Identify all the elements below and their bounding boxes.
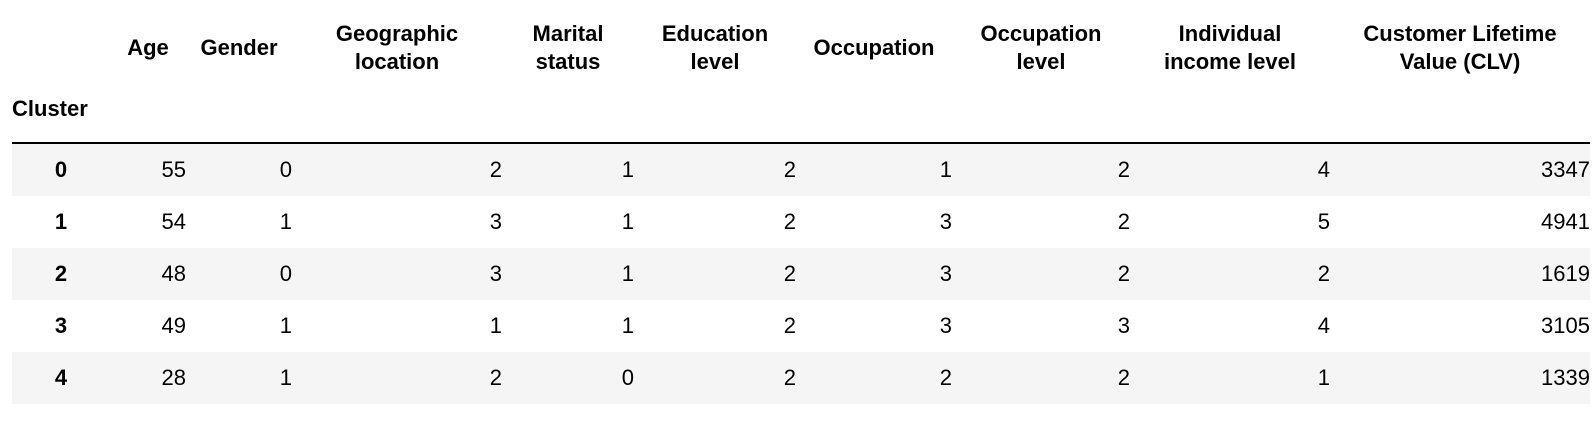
column-header-education-level: Education level: [634, 0, 796, 96]
cell-age: 55: [161, 157, 186, 182]
cluster-summary-table: Age Gender Geographic location Marital s…: [12, 0, 1590, 404]
column-header-geographic-location: Geographic location: [292, 0, 502, 96]
row-index: 1: [54, 209, 68, 234]
cell-geographic-location: 3: [489, 261, 502, 286]
cell-geographic-location: 2: [489, 365, 502, 390]
cell-marital-status: 1: [621, 209, 634, 234]
column-header-occupation: Occupation: [813, 35, 935, 60]
index-row-spacer: [1130, 96, 1330, 144]
cell-occupation-level: 2: [1117, 209, 1130, 234]
cell-age: 49: [161, 313, 186, 338]
cell-individual-income-level: 4: [1317, 157, 1330, 182]
cell-marital-status: 1: [621, 261, 634, 286]
index-row-spacer: [110, 96, 186, 144]
cell-individual-income-level: 1: [1317, 365, 1330, 390]
table-row: 0 55 0 2 1 2 1 2 4 3347: [12, 143, 1590, 196]
cell-marital-status: 0: [621, 365, 634, 390]
header-corner: [12, 0, 110, 96]
index-name-row: Cluster: [12, 96, 1590, 144]
table-row: 2 48 0 3 1 2 3 2 2 1619: [12, 248, 1590, 300]
cell-gender: 0: [279, 261, 292, 286]
cell-occupation: 1: [939, 157, 952, 182]
cell-age: 54: [161, 209, 186, 234]
index-row-spacer: [1330, 96, 1590, 144]
cell-occupation-level: 2: [1117, 261, 1130, 286]
index-row-spacer: [634, 96, 796, 144]
cell-individual-income-level: 5: [1317, 209, 1330, 234]
column-header-marital-status: Marital status: [502, 0, 634, 96]
cell-geographic-location: 2: [489, 157, 502, 182]
cell-clv: 1619: [1541, 261, 1590, 286]
cell-clv: 4941: [1541, 209, 1590, 234]
cell-clv: 3347: [1541, 157, 1590, 182]
cell-age: 28: [161, 365, 186, 390]
cell-education-level: 2: [783, 209, 796, 234]
row-index: 4: [54, 365, 68, 390]
index-row-spacer: [796, 96, 952, 144]
cell-age: 48: [161, 261, 186, 286]
index-row-spacer: [292, 96, 502, 144]
column-header-individual-income-level: Individual income level: [1130, 0, 1330, 96]
index-row-spacer: [186, 96, 292, 144]
column-header-label: Occupation level: [980, 21, 1102, 74]
cell-clv: 1339: [1541, 365, 1590, 390]
cell-gender: 1: [279, 313, 292, 338]
column-header-age: Age: [127, 35, 169, 60]
cell-gender: 1: [279, 209, 292, 234]
index-name-label: Cluster: [12, 96, 110, 144]
cell-marital-status: 1: [621, 313, 634, 338]
cell-individual-income-level: 4: [1317, 313, 1330, 338]
cell-education-level: 2: [783, 365, 796, 390]
cell-occupation: 2: [939, 365, 952, 390]
index-row-spacer: [952, 96, 1130, 144]
row-index: 2: [54, 261, 68, 286]
cell-occupation: 3: [939, 261, 952, 286]
cell-occupation: 3: [939, 209, 952, 234]
cell-geographic-location: 3: [489, 209, 502, 234]
table-row: 3 49 1 1 1 2 3 3 4 3105: [12, 300, 1590, 352]
column-header-label: Education level: [661, 21, 769, 74]
table-row: 1 54 1 3 1 2 3 2 5 4941: [12, 196, 1590, 248]
cell-occupation: 3: [939, 313, 952, 338]
column-header-clv: Customer Lifetime Value (CLV): [1330, 0, 1590, 96]
cell-individual-income-level: 2: [1317, 261, 1330, 286]
cell-occupation-level: 3: [1117, 313, 1130, 338]
cell-clv: 3105: [1541, 313, 1590, 338]
cell-geographic-location: 1: [489, 313, 502, 338]
cell-education-level: 2: [783, 313, 796, 338]
column-header-label: Geographic location: [335, 21, 459, 74]
cell-occupation-level: 2: [1117, 365, 1130, 390]
column-header-label: Customer Lifetime Value (CLV): [1363, 21, 1557, 74]
column-header-row: Age Gender Geographic location Marital s…: [12, 0, 1590, 96]
table-row: 4 28 1 2 0 2 2 2 1 1339: [12, 352, 1590, 404]
cell-education-level: 2: [783, 261, 796, 286]
cell-education-level: 2: [783, 157, 796, 182]
column-header-occupation-level: Occupation level: [952, 0, 1130, 96]
row-index: 0: [54, 157, 68, 182]
column-header-gender: Gender: [200, 35, 278, 60]
cell-gender: 0: [279, 157, 292, 182]
cell-marital-status: 1: [621, 157, 634, 182]
row-index: 3: [54, 313, 68, 338]
cell-gender: 1: [279, 365, 292, 390]
index-row-spacer: [502, 96, 634, 144]
column-header-label: Marital status: [532, 21, 604, 74]
column-header-label: Individual income level: [1163, 21, 1297, 74]
cell-occupation-level: 2: [1117, 157, 1130, 182]
